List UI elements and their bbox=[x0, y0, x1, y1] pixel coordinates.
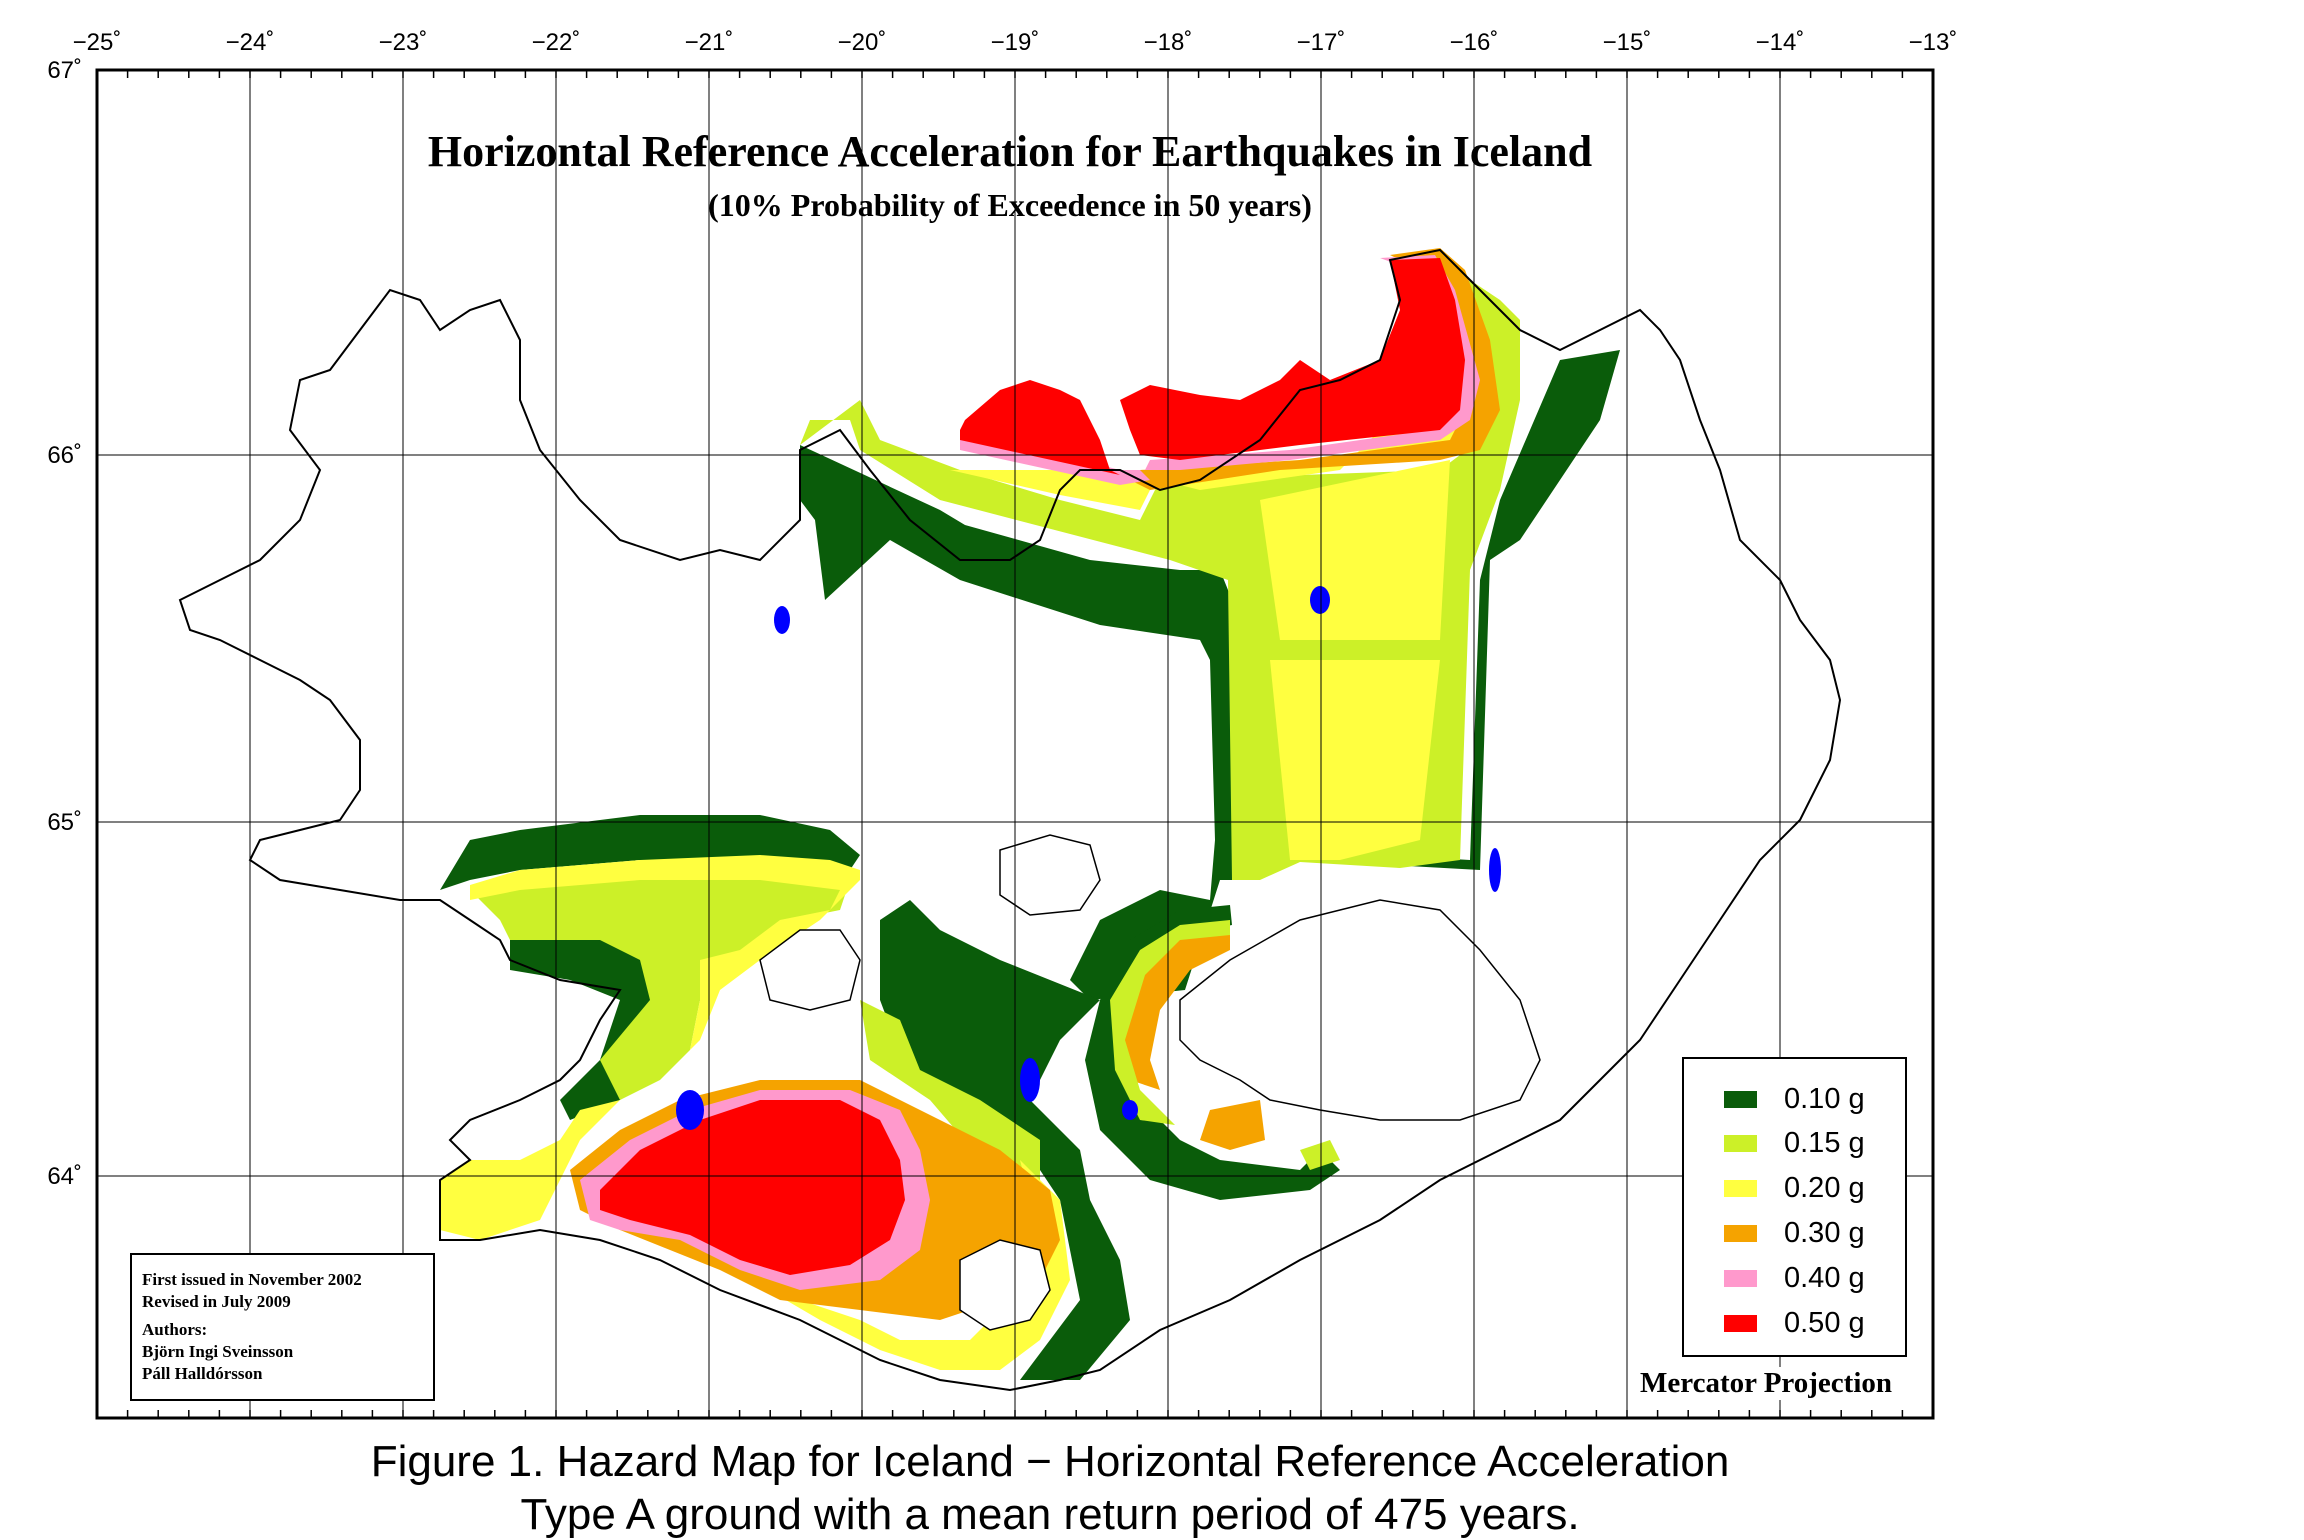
zone-015-central bbox=[1110, 920, 1340, 1170]
hazard-zones bbox=[440, 248, 1620, 1380]
legend-item-010: 0.10 g bbox=[1724, 1079, 1865, 1119]
latitude-labels: 67˚ 66˚ 65˚ 64˚ bbox=[47, 57, 82, 1190]
glacier-myrdalsjokull bbox=[959, 1239, 1051, 1331]
legend-item-050: 0.50 g bbox=[1724, 1303, 1865, 1343]
longitude-label: −13˚ bbox=[1909, 29, 1958, 56]
legend-swatch-050 bbox=[1724, 1314, 1757, 1332]
legend-label-040: 0.40 g bbox=[1784, 1261, 1865, 1294]
authors-label: Authors: bbox=[142, 1320, 208, 1339]
longitude-label: −22˚ bbox=[532, 29, 581, 56]
glacier-hofsjokull bbox=[999, 834, 1101, 916]
revised-date: Revised in July 2009 bbox=[142, 1292, 291, 1311]
longitude-label: −25˚ bbox=[73, 29, 122, 56]
legend-item-040: 0.40 g bbox=[1724, 1258, 1865, 1298]
author-1: Björn Ingi Sveinsson bbox=[142, 1342, 294, 1361]
legend-item-015: 0.15 g bbox=[1724, 1123, 1865, 1163]
lake-myvatn bbox=[1310, 586, 1330, 614]
map-subtitle: (10% Probability of Exceedence in 50 yea… bbox=[708, 187, 1312, 223]
figure-caption-line-1: Figure 1. Hazard Map for Iceland − Horiz… bbox=[370, 1437, 1730, 1486]
latitude-label: 67˚ bbox=[47, 57, 82, 84]
zone-030-central bbox=[1120, 925, 1265, 1150]
zone-010-north bbox=[800, 350, 1620, 1000]
issued-date: First issued in November 2002 bbox=[142, 1270, 362, 1289]
legend-label-030: 0.30 g bbox=[1784, 1216, 1865, 1249]
issue-info-box: First issued in November 2002 Revised in… bbox=[130, 1253, 435, 1401]
zone-050-north bbox=[960, 258, 1465, 475]
author-2: Páll Halldórsson bbox=[142, 1364, 263, 1383]
legend: 0.10 g 0.15 g 0.20 g 0.30 g 0.40 g 0.50 … bbox=[1682, 1057, 1907, 1357]
longitude-label: −15˚ bbox=[1603, 29, 1652, 56]
lake-hvitarvatn bbox=[1122, 1100, 1138, 1120]
longitude-label: −18˚ bbox=[1144, 29, 1193, 56]
legend-label-050: 0.50 g bbox=[1784, 1306, 1865, 1339]
lake-lagarfljot bbox=[1489, 848, 1501, 892]
projection-label: Mercator Projection bbox=[1636, 1367, 1897, 1400]
legend-swatch-040 bbox=[1724, 1269, 1757, 1287]
longitude-label: −24˚ bbox=[226, 29, 275, 56]
longitude-label: −20˚ bbox=[838, 29, 887, 56]
longitude-label: −17˚ bbox=[1297, 29, 1346, 56]
coastline bbox=[178, 248, 1842, 1392]
legend-swatch-015 bbox=[1724, 1134, 1757, 1152]
longitude-labels: −25˚ −24˚ −23˚ −22˚ −21˚ −20˚ −19˚ −18˚ −17˚ −16˚… bbox=[73, 29, 1958, 56]
legend-swatch-030 bbox=[1724, 1224, 1757, 1242]
legend-label-015: 0.15 g bbox=[1784, 1126, 1865, 1159]
lake-thingvallavatn bbox=[676, 1090, 704, 1130]
zone-010-west bbox=[440, 815, 1130, 1380]
lake-west bbox=[774, 606, 790, 634]
lakes bbox=[676, 586, 1501, 1130]
latitude-label: 65˚ bbox=[47, 809, 82, 836]
longitude-label: −16˚ bbox=[1450, 29, 1499, 56]
legend-swatch-020 bbox=[1724, 1179, 1757, 1197]
legend-swatch-010 bbox=[1724, 1090, 1757, 1108]
figure-caption-line-2: Type A ground with a mean return period … bbox=[520, 1490, 1580, 1539]
longitude-label: −14˚ bbox=[1756, 29, 1805, 56]
zone-050-south bbox=[600, 1100, 905, 1275]
longitude-label: −23˚ bbox=[379, 29, 428, 56]
legend-item-030: 0.30 g bbox=[1724, 1213, 1865, 1253]
latitude-label: 66˚ bbox=[47, 442, 82, 469]
longitude-label: −19˚ bbox=[991, 29, 1040, 56]
legend-label-020: 0.20 g bbox=[1784, 1171, 1865, 1204]
latitude-label: 64˚ bbox=[47, 1163, 82, 1190]
glacier-langjokull bbox=[759, 929, 861, 1011]
zone-020-north bbox=[950, 320, 1480, 860]
legend-item-020: 0.20 g bbox=[1724, 1168, 1865, 1208]
lake-thorisvatn bbox=[1020, 1058, 1040, 1102]
legend-label-010: 0.10 g bbox=[1784, 1082, 1865, 1115]
glacier-vatnajokull bbox=[1179, 899, 1541, 1121]
map-title: Horizontal Reference Acceleration for Ea… bbox=[428, 127, 1592, 176]
longitude-label: −21˚ bbox=[685, 29, 734, 56]
zone-010-central bbox=[1085, 905, 1340, 1200]
